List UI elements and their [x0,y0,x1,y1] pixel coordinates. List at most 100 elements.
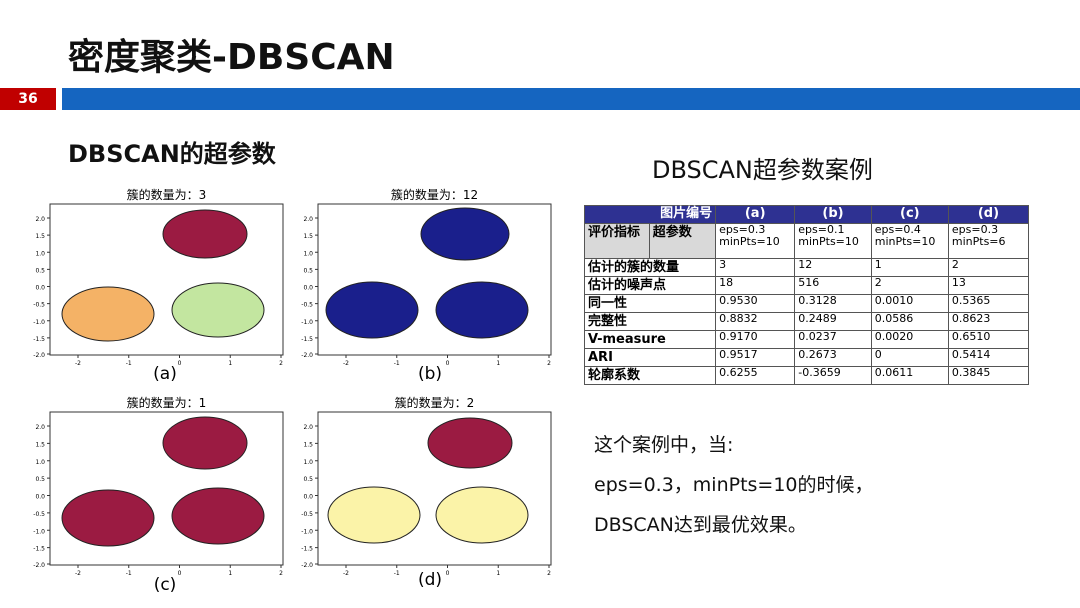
table-cell: eps=0.3 minPts=10 [715,223,796,259]
table-title: DBSCAN超参数案例 [652,156,873,184]
table-cell: 0.0237 [794,330,872,349]
x-tick-label: -1 [126,570,132,577]
plot-title: 簇的数量为：3 [127,187,207,202]
cluster [427,417,513,469]
table-cell: 3 [715,258,796,277]
table-cell: 516 [794,276,872,295]
table-cell: 2 [870,276,949,295]
x-tick-label: 2 [279,360,283,367]
plot-title: 簇的数量为：1 [127,395,207,410]
slide-title: 密度聚类-DBSCAN [68,37,395,78]
y-tick-label: -0.5 [33,511,45,518]
table-cell: 1 [870,258,949,277]
y-tick-label: -1.5 [33,336,45,343]
x-tick-label: -2 [75,360,81,367]
table-cell: 0.8623 [947,312,1030,331]
table-cell: 2 [947,258,1030,277]
cluster [435,281,529,339]
table-cell: 轮廓系数 [583,366,717,385]
x-tick-label: 1 [228,570,232,577]
x-tick-label: 2 [547,570,551,577]
table-cell: -0.3659 [794,366,872,385]
cluster [435,486,529,544]
y-tick-label: -2.0 [33,352,45,359]
conclusion-line: eps=0.3，minPts=10的时候， [594,474,874,496]
plot-caption: (b) [418,364,442,384]
cluster [61,489,155,547]
y-tick-label: 1.5 [35,233,45,240]
x-tick-label: 1 [496,570,500,577]
axes-frame [49,411,284,566]
y-tick-label: -1.0 [301,319,313,326]
cluster [327,486,421,544]
y-tick-label: 2.0 [303,424,313,431]
x-tick-label: 0 [178,360,182,367]
metrics-table: 图片编号 (a) (b) (c) (d) 评价指标 超参数 eps=0.3 minPts=10… [583,205,1030,385]
y-tick-label: -0.5 [301,511,313,518]
x-tick-label: -1 [126,360,132,367]
header-bar [62,88,1080,110]
y-tick-label: -2.0 [301,352,313,359]
table-cell: 估计的噪声点 [583,276,717,295]
table-cell: 18 [715,276,796,295]
y-tick-label: 0.5 [35,476,45,483]
conclusion-line: DBSCAN达到最优效果。 [594,514,807,536]
table-row: V-measure 0.9170 0.0237 0.0020 0.6510 [583,330,1030,349]
table-cell: 0.9170 [715,330,796,349]
x-tick-label: 2 [547,360,551,367]
table-cell: 0.6255 [715,366,796,385]
table-cell: 超参数 [648,223,717,259]
table-cell: 0.8832 [715,312,796,331]
table-cell: eps=0.3 minPts=6 [947,223,1030,259]
y-tick-label: 0.5 [35,267,45,274]
cluster [162,209,248,259]
page-number: 36 [0,88,56,110]
y-tick-label: 0.5 [303,267,313,274]
y-tick-label: 1.5 [303,441,313,448]
table-cell: eps=0.4 minPts=10 [870,223,949,259]
x-tick-label: 0 [446,570,450,577]
table-cell: 完整性 [583,312,717,331]
axes-frame [49,203,284,356]
y-tick-label: 1.0 [303,250,313,257]
plot-caption: (d) [418,570,442,590]
table-row: 轮廓系数 0.6255 -0.3659 0.0611 0.3845 [583,366,1030,385]
plot-caption: (c) [154,575,177,595]
table-cell: eps=0.1 minPts=10 [794,223,872,259]
table-cell: 0.2673 [794,348,872,367]
y-tick-label: -2.0 [301,562,313,569]
x-tick-label: -2 [75,570,81,577]
cluster [61,286,155,342]
conclusion: 这个案例中，当: eps=0.3，minPts=10的时候， DBSCAN达到最优效… [594,425,874,545]
table-cell: 0.5365 [947,294,1030,313]
cluster [171,282,265,338]
table-cell: 图片编号 [583,205,717,224]
y-tick-label: 1.5 [35,441,45,448]
table-cell: 估计的簇的数量 [583,258,717,277]
table-row: 估计的簇的数量 3 12 1 2 [583,258,1030,277]
y-tick-label: -1.0 [33,528,45,535]
y-tick-label: -1.0 [33,319,45,326]
x-tick-label: 0 [178,570,182,577]
cluster [325,281,419,339]
x-tick-label: -1 [394,360,400,367]
table-cell: 0.2489 [794,312,872,331]
y-tick-label: -1.0 [301,528,313,535]
x-tick-label: -2 [343,570,349,577]
y-tick-label: -1.5 [301,336,313,343]
table-row: 同一性 0.9530 0.3128 0.0010 0.5365 [583,294,1030,313]
table-cell: 0 [870,348,949,367]
table-cell: 0.6510 [947,330,1030,349]
x-tick-label: 1 [496,360,500,367]
axes-frame [317,411,552,566]
table-cell: 0.0586 [870,312,949,331]
cluster [420,207,510,261]
cluster [162,416,248,470]
plot-title: 簇的数量为：12 [391,187,478,202]
table-row: 图片编号 (a) (b) (c) (d) [583,205,1030,224]
y-tick-label: 2.0 [35,424,45,431]
table-cell: (b) [794,205,872,224]
y-tick-label: 2.0 [35,216,45,223]
table-row: 估计的噪声点 18 516 2 13 [583,276,1030,295]
table-cell: (c) [870,205,949,224]
